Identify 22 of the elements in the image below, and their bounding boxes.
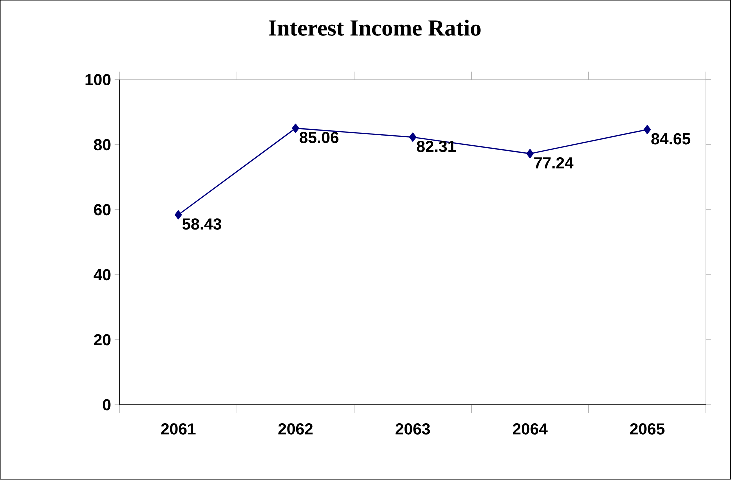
y-tick-label: 80 [94,139,111,151]
point [526,149,534,159]
point [292,124,300,134]
x-tick-label: 2063 [396,424,430,435]
y-tick-label: 20 [94,334,111,346]
data-label: 58.43 [182,218,222,230]
data-label: 82.31 [417,141,456,152]
point [409,132,417,142]
point [174,210,182,220]
x-tick-label: 2065 [630,424,665,435]
y-tick-label: 100 [86,74,111,86]
data-label: 77.24 [534,158,574,169]
x-tick-label: 2062 [278,424,313,435]
chart-title: Interest Income Ratio [269,20,481,36]
data-label: 85.06 [300,132,339,144]
y-tick-label: 60 [94,204,111,216]
data-label: 84.65 [652,133,691,145]
y-tick-label: 0 [103,399,111,411]
x-tick-label: 2061 [161,424,196,435]
point [644,125,652,134]
x-tick-label: 2064 [513,424,548,435]
y-tick-label: 40 [94,269,111,281]
